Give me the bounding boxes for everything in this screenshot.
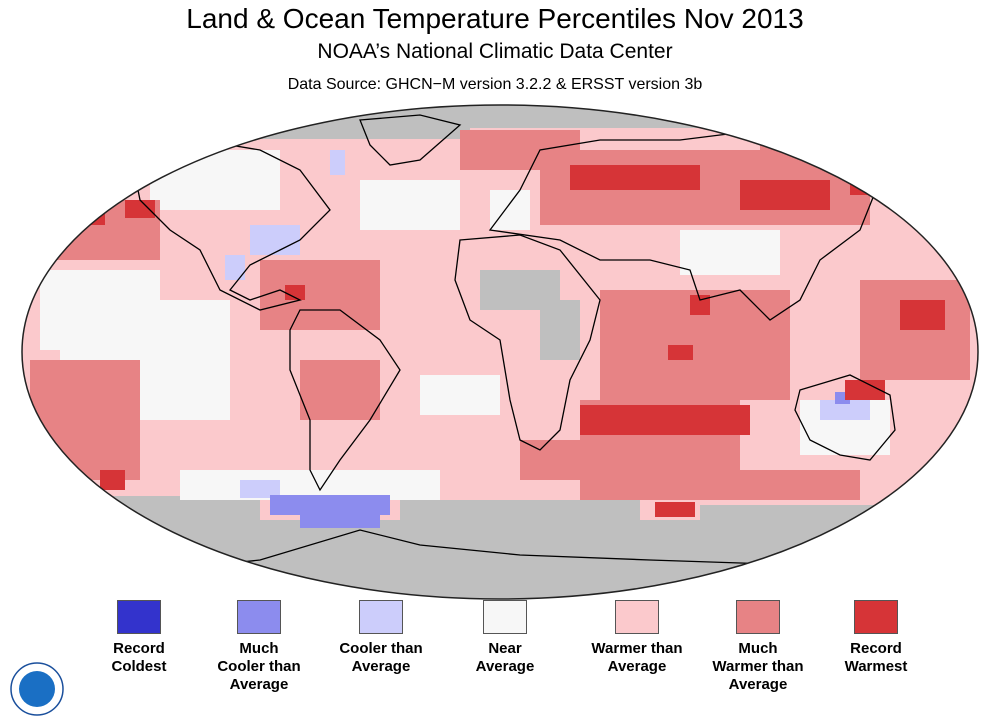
legend-label: Near Average — [475, 640, 535, 675]
cool-southern — [240, 480, 280, 498]
rec-india — [690, 295, 710, 315]
coast-greenland — [359, 114, 462, 166]
legend-label: Cooler than Average — [339, 640, 423, 675]
rec-westpac — [900, 300, 945, 330]
noaa-logo — [10, 662, 64, 716]
legend-swatch — [359, 600, 403, 634]
legend-swatch — [854, 600, 898, 634]
cool-russia-ne — [820, 140, 840, 154]
rec-caribbean — [285, 285, 305, 300]
coast-north-america — [129, 139, 331, 311]
much-cool-southern-1 — [270, 495, 390, 515]
rec-southern — [655, 502, 695, 517]
near-avg-atlantic-s — [420, 375, 500, 415]
legend-item-record-coldest: Record Coldest — [74, 600, 204, 676]
world-percentile-map — [21, 104, 979, 600]
legend-swatch — [237, 600, 281, 634]
coast-africa — [454, 234, 601, 451]
legend-label: Record Warmest — [844, 640, 908, 675]
rec-southpac — [100, 470, 125, 490]
antarctic-nodata-4 — [700, 505, 978, 523]
legend-swatch — [117, 600, 161, 634]
rec-russia-3 — [850, 170, 890, 195]
mwarm-brazil — [300, 360, 380, 420]
mwarm-southern-e — [640, 470, 860, 500]
cool-greenland — [330, 150, 345, 175]
nodata-africa-2 — [540, 300, 580, 360]
legend-item-near-average: Near Average — [440, 600, 570, 676]
rec-pacific-n2 — [125, 200, 155, 218]
arctic-nodata — [22, 105, 978, 128]
near-avg-europe — [490, 190, 530, 230]
rec-russia-1 — [570, 165, 700, 190]
mwarm-atlantic-n — [460, 130, 580, 170]
near-avg-atlantic-n — [360, 180, 460, 230]
globe-outline — [21, 104, 979, 600]
legend-item-record-warmest: Record Warmest — [811, 600, 941, 676]
coast-south-america — [289, 309, 401, 492]
near-avg-asia — [680, 230, 780, 275]
legend-swatch — [736, 600, 780, 634]
map-subtitle: NOAA’s National Climatic Data Center — [317, 40, 673, 63]
cool-australia — [820, 400, 870, 420]
rec-russia-2 — [740, 180, 830, 210]
legend-item-cooler: Cooler than Average — [316, 600, 446, 676]
legend-swatch — [483, 600, 527, 634]
mwarm-caribbean — [260, 260, 380, 330]
legend-item-much-cooler: Much Cooler than Average — [194, 600, 324, 694]
cool-us-east — [250, 225, 300, 255]
arctic-nodata-west — [150, 125, 470, 139]
cool-us-central — [225, 255, 245, 280]
legend-label: Much Warmer than Average — [712, 640, 804, 693]
map-title: Land & Ocean Temperature Percentiles Nov… — [186, 3, 804, 34]
legend-item-warmer: Warmer than Average — [572, 600, 702, 676]
rec-indian-c — [668, 345, 693, 360]
much-cool-southern-2 — [300, 512, 380, 528]
mwarm-southpac — [30, 360, 140, 480]
rec-pacific-s — [845, 380, 885, 400]
antarctic-nodata — [22, 520, 978, 599]
coast-eurasia — [488, 129, 881, 321]
coast-australia — [794, 374, 896, 461]
rec-indian-s — [580, 405, 750, 435]
legend-label: Warmer than Average — [591, 640, 683, 675]
data-source-note: Data Source: GHCN−M version 3.2.2 & ERSS… — [287, 76, 703, 93]
near-avg-canada — [150, 150, 280, 210]
legend-label: Much Cooler than Average — [217, 640, 301, 693]
antarctic-nodata-3 — [400, 500, 640, 522]
legend-swatch — [615, 600, 659, 634]
legend-label: Record Coldest — [111, 640, 167, 675]
legend-item-much-warmer: Much Warmer than Average — [693, 600, 823, 694]
